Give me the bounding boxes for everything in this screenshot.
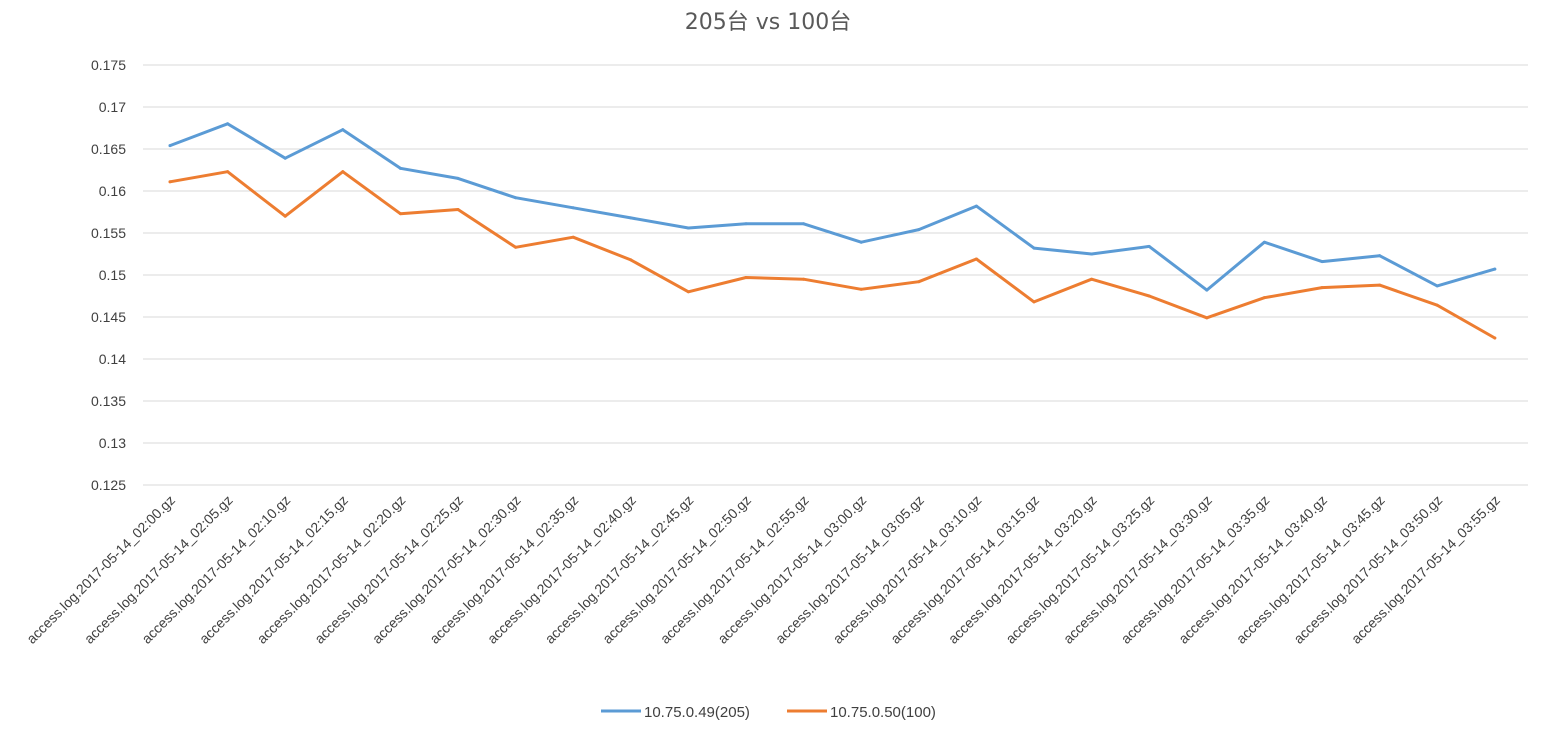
data-point (514, 196, 518, 200)
y-tick-label: 0.16 (99, 183, 126, 199)
data-point (456, 176, 460, 180)
data-point (859, 287, 863, 291)
data-point (629, 258, 633, 262)
y-tick-label: 0.155 (91, 225, 126, 241)
data-point (283, 156, 287, 160)
legend-label-1: 10.75.0.50(100) (830, 704, 936, 721)
data-point (974, 257, 978, 261)
y-tick-label: 0.135 (91, 393, 126, 409)
y-tick-label: 0.145 (91, 309, 126, 325)
data-point (1032, 300, 1036, 304)
data-point (802, 222, 806, 226)
y-tick-label: 0.175 (91, 57, 126, 73)
legend: 10.75.0.49(205) 10.75.0.50(100) (601, 704, 936, 721)
data-point (1147, 244, 1151, 248)
data-point (168, 180, 172, 184)
data-point (1205, 316, 1209, 320)
data-point (571, 206, 575, 210)
data-point (226, 122, 230, 126)
data-point (168, 144, 172, 148)
y-tick-label: 0.13 (99, 435, 126, 451)
data-point (1205, 288, 1209, 292)
data-point (571, 235, 575, 239)
y-tick-label: 0.125 (91, 477, 126, 493)
series-line-0 (168, 122, 1497, 292)
data-point (514, 245, 518, 249)
y-tick-label: 0.165 (91, 141, 126, 157)
data-point (1378, 254, 1382, 258)
legend-label-0: 10.75.0.49(205) (644, 704, 750, 721)
data-point (1320, 260, 1324, 264)
data-point (744, 276, 748, 280)
y-tick-label: 0.14 (99, 351, 126, 367)
y-tick-label: 0.17 (99, 99, 126, 115)
data-point (686, 226, 690, 230)
data-point (802, 277, 806, 281)
data-point (398, 212, 402, 216)
data-point (1262, 240, 1266, 244)
data-point (341, 128, 345, 132)
data-point (1032, 246, 1036, 250)
data-point (629, 216, 633, 220)
data-point (1378, 283, 1382, 287)
chart-title: 205台 vs 100台 (684, 10, 852, 35)
data-point (341, 170, 345, 174)
data-point (283, 214, 287, 218)
x-axis-ticks: access.log.2017-05-14_02:00.gzaccess.log… (23, 492, 1503, 647)
data-point (226, 170, 230, 174)
data-point (1262, 296, 1266, 300)
data-point (1090, 252, 1094, 256)
data-point (1493, 267, 1497, 271)
series-lines (168, 122, 1497, 340)
gridlines (143, 64, 1528, 486)
data-point (1320, 286, 1324, 290)
data-point (1435, 284, 1439, 288)
data-point (398, 166, 402, 170)
data-point (1147, 294, 1151, 298)
data-point (917, 280, 921, 284)
data-point (456, 207, 460, 211)
data-point (1090, 277, 1094, 281)
data-point (686, 290, 690, 294)
y-axis-ticks: 0.175 0.17 0.165 0.16 0.155 0.15 0.145 0.14 0.13… (91, 57, 126, 493)
data-point (744, 222, 748, 226)
series-line-1 (168, 170, 1497, 340)
data-point (859, 240, 863, 244)
data-point (1493, 336, 1497, 340)
data-point (917, 228, 921, 232)
data-point (974, 204, 978, 208)
y-tick-label: 0.15 (99, 267, 126, 283)
data-point (1435, 303, 1439, 307)
